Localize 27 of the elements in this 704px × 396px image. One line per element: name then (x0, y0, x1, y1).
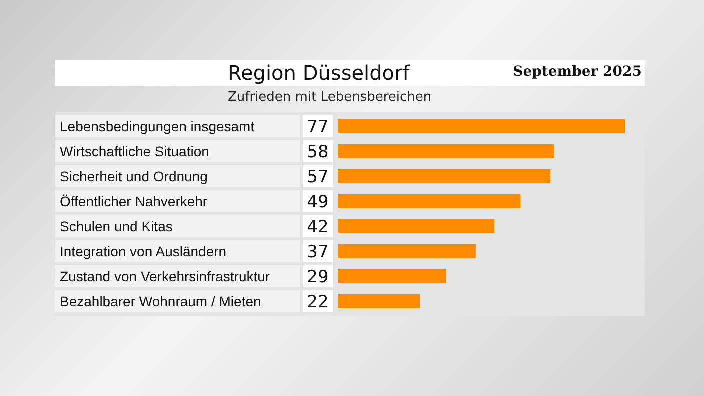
y-tick-label: Schulen und Kitas (60, 218, 173, 234)
bar (338, 244, 476, 258)
y-tick-label: Lebensbedingungen insgesamt (60, 118, 255, 134)
data-label: 77 (307, 118, 329, 138)
y-tick-label: Integration von Ausländern (60, 244, 227, 260)
y-tick-label: Wirtschaftliche Situation (60, 144, 210, 160)
data-label: 29 (307, 268, 329, 288)
text: September 2025 (513, 64, 642, 80)
bar (338, 270, 446, 284)
chart-subtitle: Zufrieden mit Lebensbereichen (228, 90, 432, 105)
data-label: 49 (307, 192, 329, 212)
bar (338, 170, 550, 184)
bar (338, 120, 625, 134)
data-label: 58 (307, 142, 329, 162)
data-label: 22 (307, 292, 329, 312)
data-label: 42 (307, 218, 329, 238)
y-tick-label: Bezahlbarer Wohnraum / Mieten (60, 294, 262, 310)
bar (338, 294, 420, 308)
bar (338, 220, 495, 234)
y-tick-label: Sicherheit und Ordnung (60, 168, 208, 184)
bar (338, 194, 521, 208)
y-tick-label: Öffentlicher Nahverkehr (60, 194, 208, 210)
bar (338, 144, 554, 158)
data-label: 57 (307, 168, 329, 188)
data-label: 37 (307, 242, 329, 262)
y-tick-label: Zustand von Verkehrsinfrastruktur (60, 268, 270, 284)
chart-title: Region Düsseldorf (228, 61, 410, 85)
